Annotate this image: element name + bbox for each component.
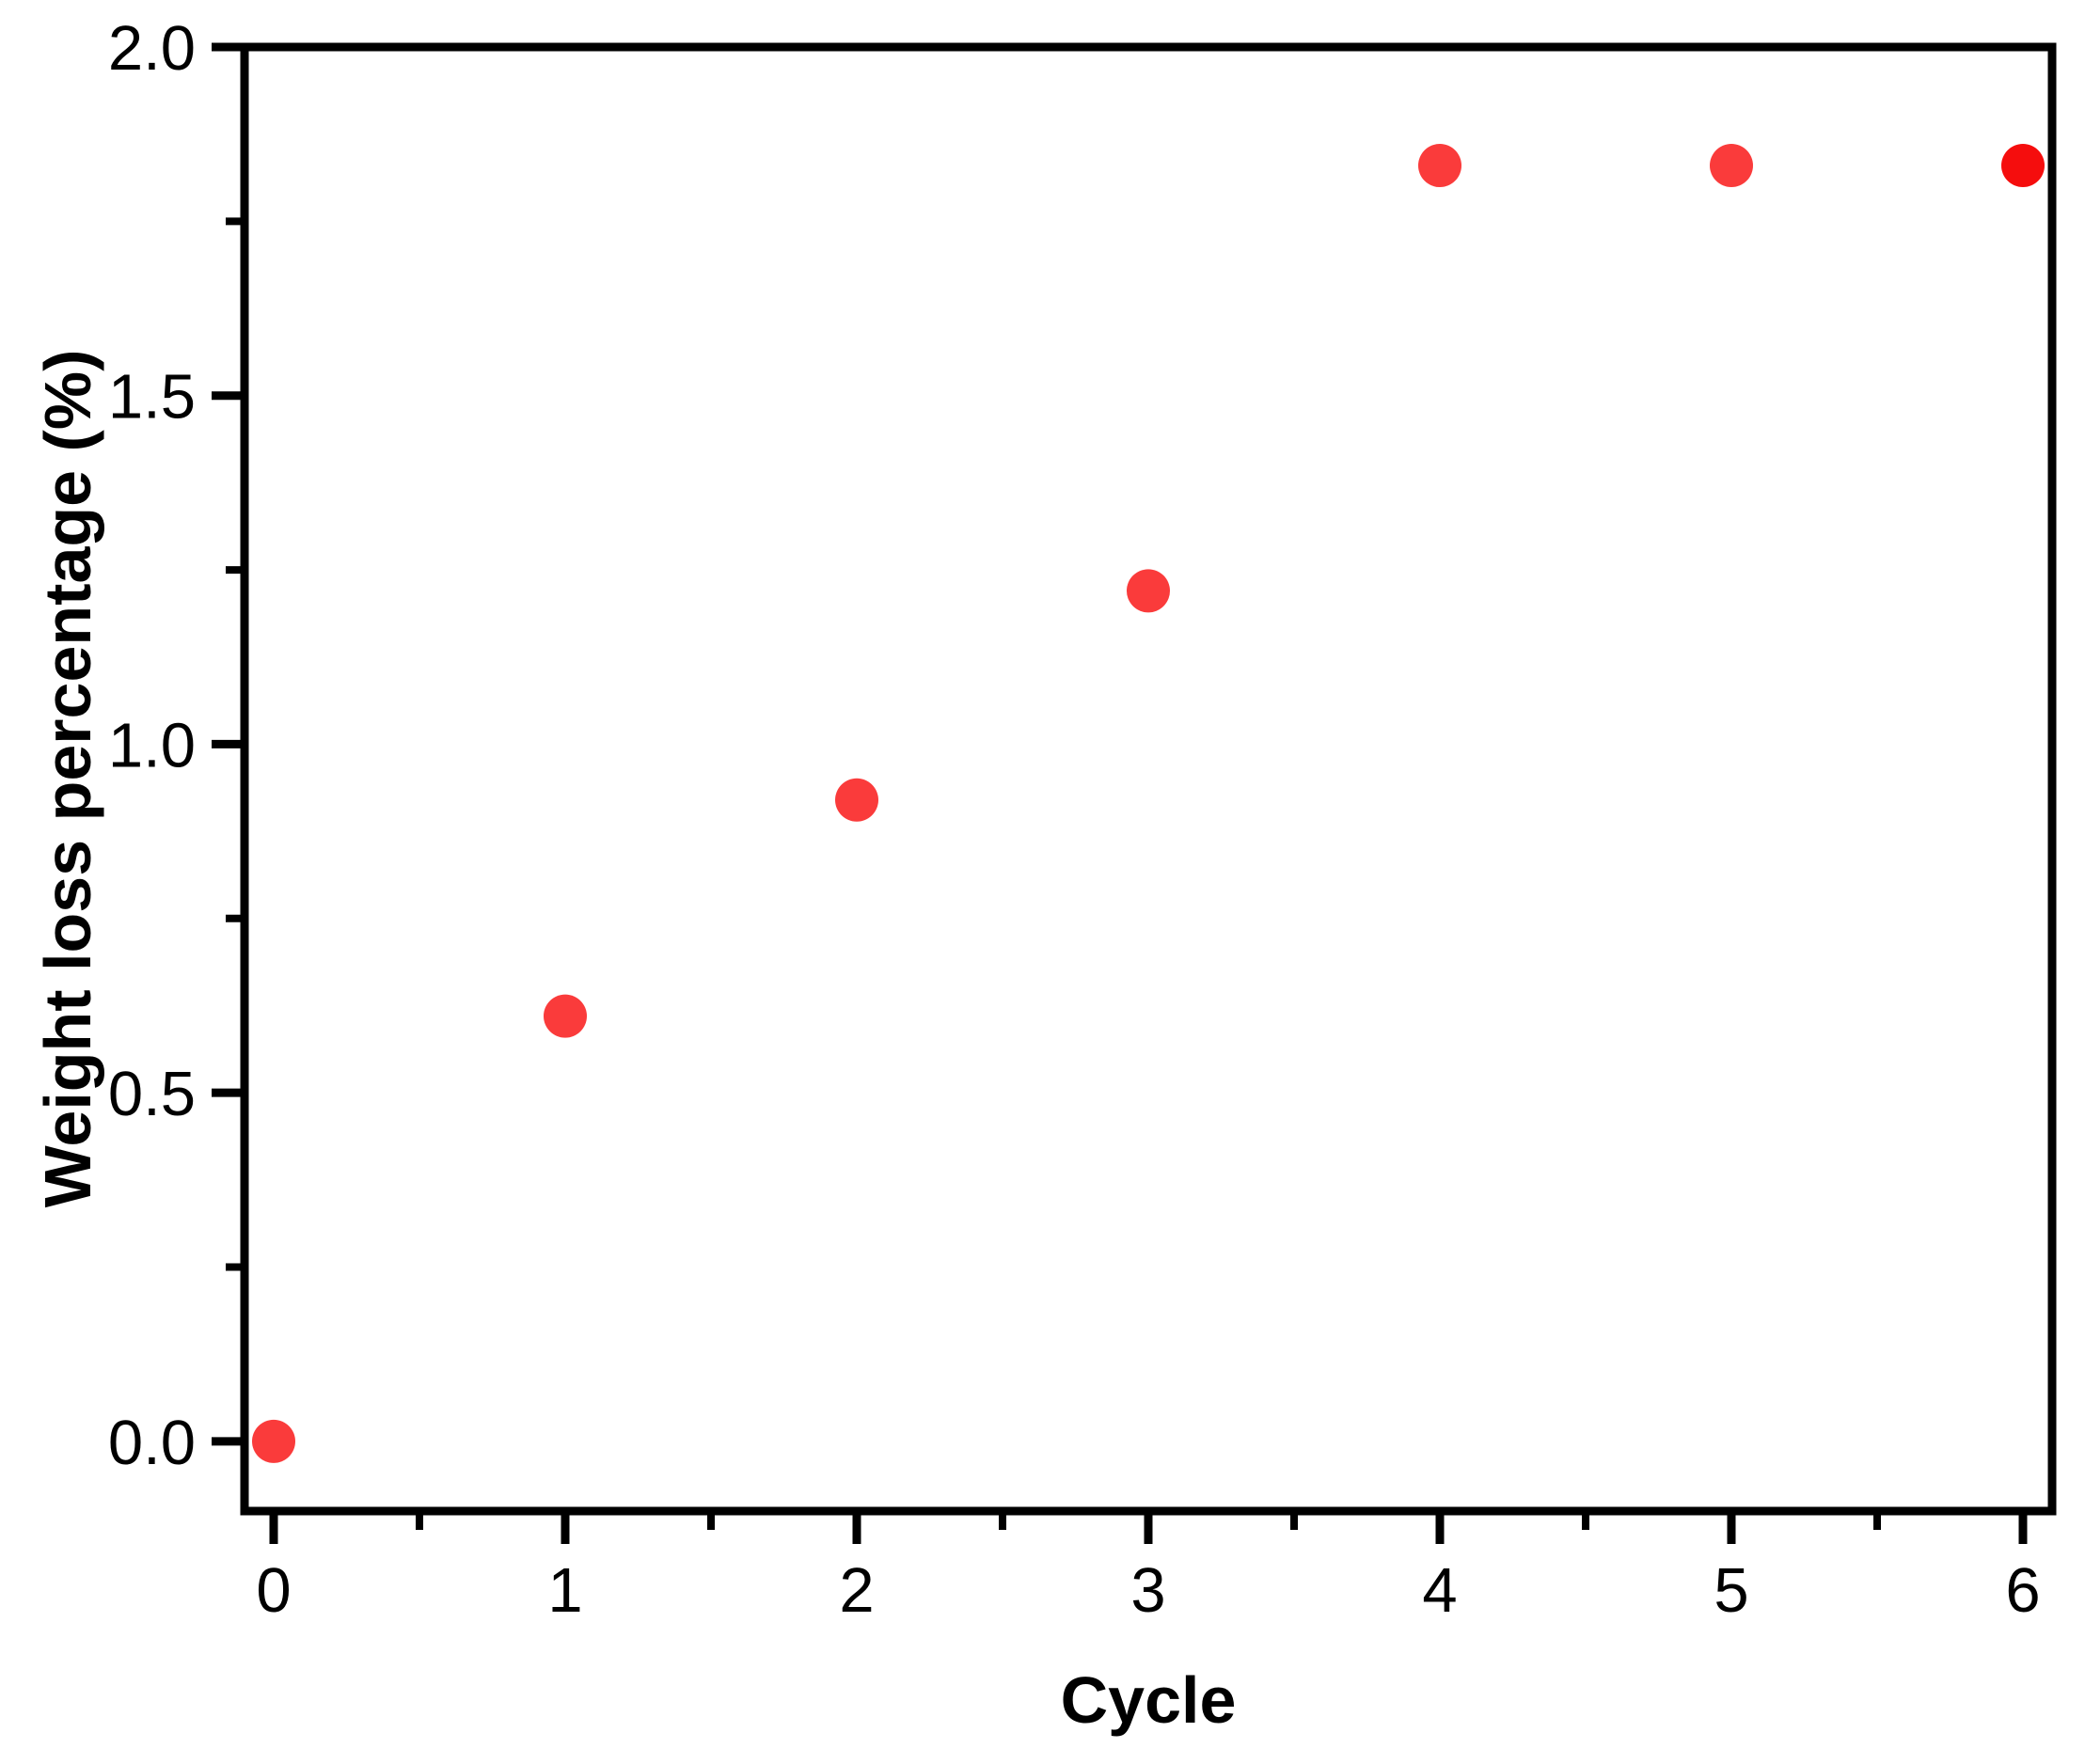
y-tick-label: 0.5 <box>108 1059 196 1129</box>
plot-layer: 0 1 2 3 4 5 6 0.0 0.5 1.0 1.5 2.0 <box>108 13 2057 1626</box>
x-tick-label: 4 <box>1422 1555 1457 1626</box>
y-axis-title: Weight loss percentage (%) <box>31 350 104 1208</box>
x-tick-label: 1 <box>547 1555 582 1626</box>
x-tick-label: 5 <box>1714 1555 1748 1626</box>
data-point <box>1710 144 1753 188</box>
x-tick-label: 2 <box>839 1555 874 1626</box>
y-tick-label: 1.0 <box>108 710 196 780</box>
plot-frame <box>240 42 2057 1516</box>
x-axis-title: Cycle <box>1061 1663 1237 1737</box>
y-tick-label: 1.5 <box>108 362 196 433</box>
data-point <box>252 1419 295 1463</box>
y-tick-label: 2.0 <box>108 13 196 84</box>
data-point <box>2001 144 2045 188</box>
x-tick-label: 0 <box>256 1555 291 1626</box>
y-tick-label: 0.0 <box>108 1408 196 1478</box>
x-tick-label: 6 <box>2005 1555 2040 1626</box>
data-point <box>544 994 587 1038</box>
data-point <box>1418 144 1461 188</box>
x-tick-label: 3 <box>1130 1555 1165 1626</box>
data-point <box>1127 569 1170 613</box>
data-point <box>835 778 878 822</box>
